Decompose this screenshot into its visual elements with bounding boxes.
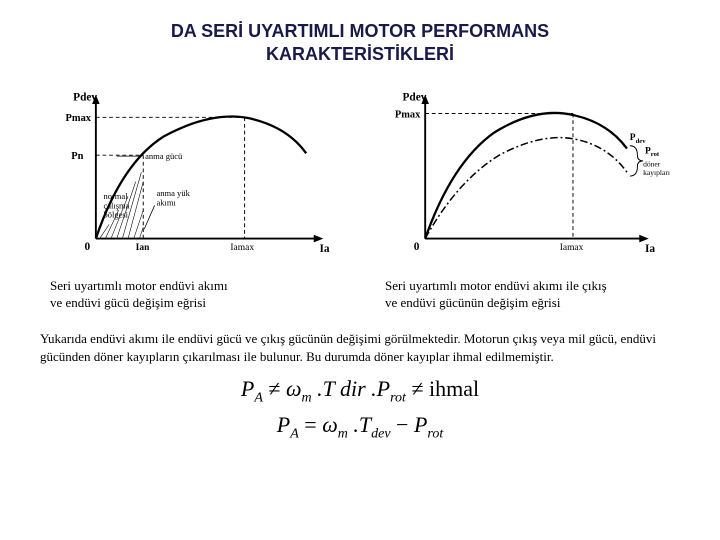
- pmax-label: Pmax: [66, 113, 92, 124]
- left-caption: Seri uyartımlı motor endüvi akımı ve end…: [40, 278, 345, 312]
- anma-yuk-label: anma yük akımı: [157, 188, 192, 207]
- right-caption-l2: ve endüvi gücünün değişim eğrisi: [385, 295, 560, 310]
- brace-icon: [630, 146, 643, 176]
- doner-label: döner kayıpları: [643, 159, 670, 177]
- formula-block: PA ≠ ωm .T dir .Prot ≠ ihmal PA = ωm .Td…: [40, 376, 680, 443]
- iamax-label: Iamax: [230, 243, 254, 253]
- normal-calisma-label: normal çalışma bölgesi: [103, 191, 131, 220]
- iamax-label: Iamax: [560, 243, 584, 253]
- origin-label: 0: [414, 241, 420, 253]
- y-axis-label: Pdev: [73, 91, 97, 103]
- pmax-label: Pmax: [395, 109, 421, 120]
- body-paragraph: Yukarıda endüvi akımı ile endüvi gücü ve…: [40, 330, 680, 366]
- x-axis-label: Ia: [645, 243, 655, 255]
- formula-2: PA = ωm .Tdev − Prot: [40, 412, 680, 442]
- left-caption-l2: ve endüvi gücü değişim eğrisi: [50, 295, 206, 310]
- y-axis-label: Pdev: [402, 91, 426, 103]
- right-chart-svg: Pdev Ia 0 Pmax Iamax Prot döner kayıplar…: [375, 87, 680, 267]
- pn-label: Pn: [71, 151, 83, 162]
- pout-curve-icon: [425, 137, 627, 238]
- right-caption-l1: Seri uyartımlı motor endüvi akımı ile çı…: [385, 278, 607, 293]
- left-chart-svg: Pdev Ia 0 Pmax Pn anma gücü normal çalış…: [40, 87, 345, 267]
- formula-1: PA ≠ ωm .T dir .Prot ≠ ihmal: [40, 376, 680, 406]
- right-caption: Seri uyartımlı motor endüvi akımı ile çı…: [375, 278, 680, 312]
- origin-label: 0: [85, 241, 91, 253]
- pdev-curve-icon: [425, 113, 627, 239]
- left-chart: Pdev Ia 0 Pmax Pn anma gücü normal çalış…: [40, 87, 345, 312]
- ian-label: Ian: [136, 243, 150, 253]
- x-axis-label: Ia: [319, 243, 329, 255]
- right-chart: Pdev Ia 0 Pmax Iamax Prot döner kayıplar…: [375, 87, 680, 312]
- title-line-2: KARAKTERİSTİKLERİ: [266, 44, 454, 64]
- title-line-1: DA SERİ UYARTIMLI MOTOR PERFORMANS: [171, 21, 549, 41]
- page-title: DA SERİ UYARTIMLI MOTOR PERFORMANS KARAK…: [40, 20, 680, 67]
- pdev-end-label: Pdev: [630, 133, 646, 145]
- charts-row: Pdev Ia 0 Pmax Pn anma gücü normal çalış…: [40, 87, 680, 312]
- anma-gucu-label: anma gücü: [145, 151, 183, 161]
- prot-label: Prot: [645, 146, 660, 158]
- left-caption-l1: Seri uyartımlı motor endüvi akımı: [50, 278, 228, 293]
